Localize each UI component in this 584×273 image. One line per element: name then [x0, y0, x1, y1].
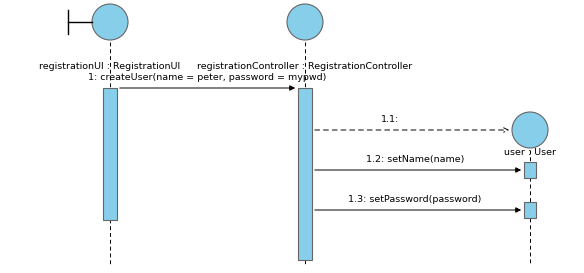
Text: registrationUI : RegistrationUI: registrationUI : RegistrationUI [39, 62, 180, 71]
Circle shape [287, 4, 323, 40]
Bar [298, 88, 312, 260]
Bar [524, 162, 536, 178]
Text: user : User: user : User [504, 148, 556, 157]
Text: registrationController : RegistrationController: registrationController : RegistrationCon… [197, 62, 413, 71]
Text: 1: createUser(name = peter, password = mypwd): 1: createUser(name = peter, password = m… [88, 73, 326, 82]
Bar [524, 202, 536, 218]
Text: 1.2: setName(name): 1.2: setName(name) [366, 155, 464, 164]
Circle shape [92, 4, 128, 40]
Text: 1.1:: 1.1: [381, 115, 399, 124]
Circle shape [512, 112, 548, 148]
Bar [103, 88, 117, 220]
Text: 1.3: setPassword(password): 1.3: setPassword(password) [348, 195, 482, 204]
